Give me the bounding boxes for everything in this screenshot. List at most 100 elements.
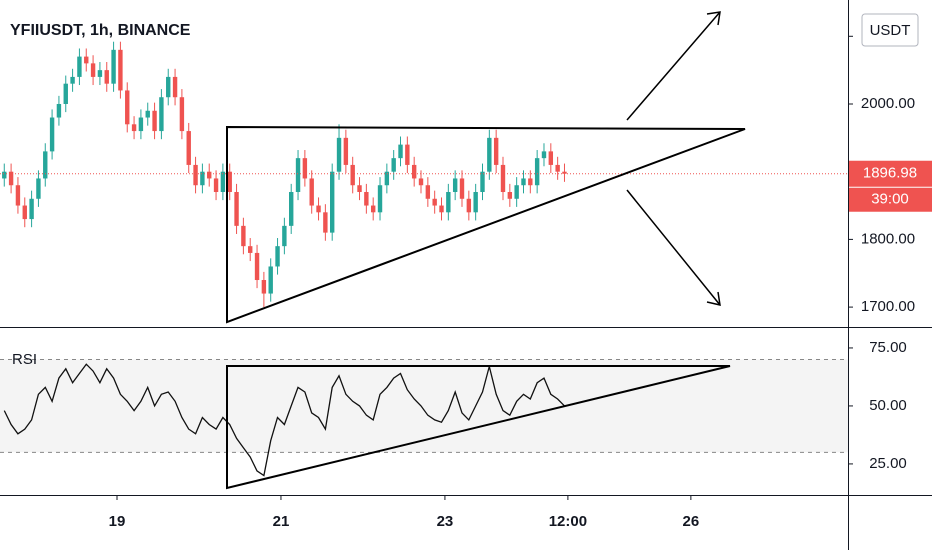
y-tick-label: 25.00 <box>869 455 907 472</box>
candle-body <box>562 171 567 174</box>
candle-body <box>480 171 485 193</box>
candle-body <box>336 137 342 172</box>
candle-body <box>541 151 547 159</box>
candle-body <box>282 225 287 247</box>
countdown-box <box>849 187 932 212</box>
candle-body <box>220 171 226 193</box>
candle-body <box>166 76 171 98</box>
candle-body <box>179 97 185 132</box>
candle-body <box>514 185 519 199</box>
rsi-line <box>3 363 565 477</box>
candle-body <box>446 192 451 213</box>
candle-body <box>234 192 239 226</box>
arrow-down <box>626 189 721 306</box>
candle-body <box>384 171 390 186</box>
candle-body <box>200 171 205 186</box>
candle-body <box>439 205 444 213</box>
candle-body <box>370 205 376 213</box>
candle-body <box>487 137 492 172</box>
candle-body <box>459 178 465 199</box>
drawings <box>226 11 746 490</box>
candle-body <box>275 246 280 267</box>
candle-body <box>521 178 526 186</box>
candle-body <box>152 110 157 132</box>
candle-body <box>22 205 27 220</box>
candle-body <box>49 117 55 152</box>
candle-body <box>289 192 294 226</box>
candle-body <box>118 49 123 91</box>
candle-body <box>316 205 321 213</box>
candle-body <box>248 246 253 253</box>
triangle-price <box>226 125 746 324</box>
candle-body <box>302 158 308 179</box>
candle-body <box>350 164 355 186</box>
candle-body <box>405 144 410 165</box>
candle-body <box>90 63 96 77</box>
rsi-title: RSI <box>12 351 37 368</box>
x-tick-label: 19 <box>109 513 126 530</box>
candle-body <box>36 178 41 199</box>
candle-body <box>254 252 260 281</box>
candle-body <box>343 137 349 165</box>
candle-body <box>125 90 130 125</box>
y-tick-label: 1800.00 <box>861 230 915 247</box>
y-tick-label: 2000.00 <box>861 95 915 112</box>
candle-body <box>97 70 103 77</box>
candle-body <box>2 171 7 179</box>
candle-body <box>207 171 212 179</box>
candle-body <box>63 83 68 104</box>
x-tick-label: 23 <box>437 513 454 530</box>
candle-body <box>507 192 513 199</box>
candle-body <box>77 56 82 77</box>
candle-body <box>70 76 75 84</box>
candle-body <box>56 103 62 118</box>
candle-body <box>213 178 219 193</box>
candle-body <box>534 158 540 186</box>
candle-body <box>84 56 89 64</box>
candle-body <box>323 212 328 233</box>
candle-body <box>528 178 533 186</box>
candle-body <box>466 198 472 213</box>
candle-body <box>138 117 144 132</box>
candle-body <box>452 178 458 193</box>
x-tick-label: 21 <box>273 513 290 530</box>
candle-body <box>377 185 383 213</box>
candle-body <box>329 171 335 233</box>
candle-body <box>29 198 34 220</box>
candle-body <box>159 97 164 132</box>
candle-body <box>186 131 191 165</box>
candle-body <box>425 185 431 199</box>
y-tick-label: 75.00 <box>869 339 907 356</box>
last-price-box <box>849 160 932 187</box>
candle-body <box>357 185 362 193</box>
candle-body <box>43 151 48 179</box>
triangle-rsi <box>226 365 731 490</box>
currency-box[interactable] <box>861 13 919 47</box>
candle-body <box>398 144 403 159</box>
candle-body <box>418 178 424 186</box>
x-tick-label: 12:00 <box>549 513 587 530</box>
candle-body <box>364 192 369 206</box>
arrow-up <box>626 11 721 121</box>
candle-body <box>145 110 150 118</box>
candle-body <box>227 171 232 193</box>
x-tick-label: 26 <box>683 513 700 530</box>
last-price-label: 1896.98 <box>863 165 917 182</box>
candle-body <box>172 76 178 98</box>
candle-body <box>8 171 14 186</box>
countdown-label: 39:00 <box>871 191 909 208</box>
candle-body <box>268 266 273 294</box>
chart-title: YFIIUSDT, 1h, BINANCE <box>10 22 191 39</box>
candle-body <box>295 158 301 193</box>
candle-body <box>500 164 506 193</box>
candle-body <box>309 178 314 206</box>
candle-body <box>555 164 560 172</box>
candle-body <box>104 70 109 84</box>
candle-body <box>131 124 137 132</box>
candle-body <box>261 280 267 294</box>
y-tick-label: 50.00 <box>869 397 907 414</box>
rsi-band <box>0 359 848 453</box>
candle-body <box>111 49 116 84</box>
